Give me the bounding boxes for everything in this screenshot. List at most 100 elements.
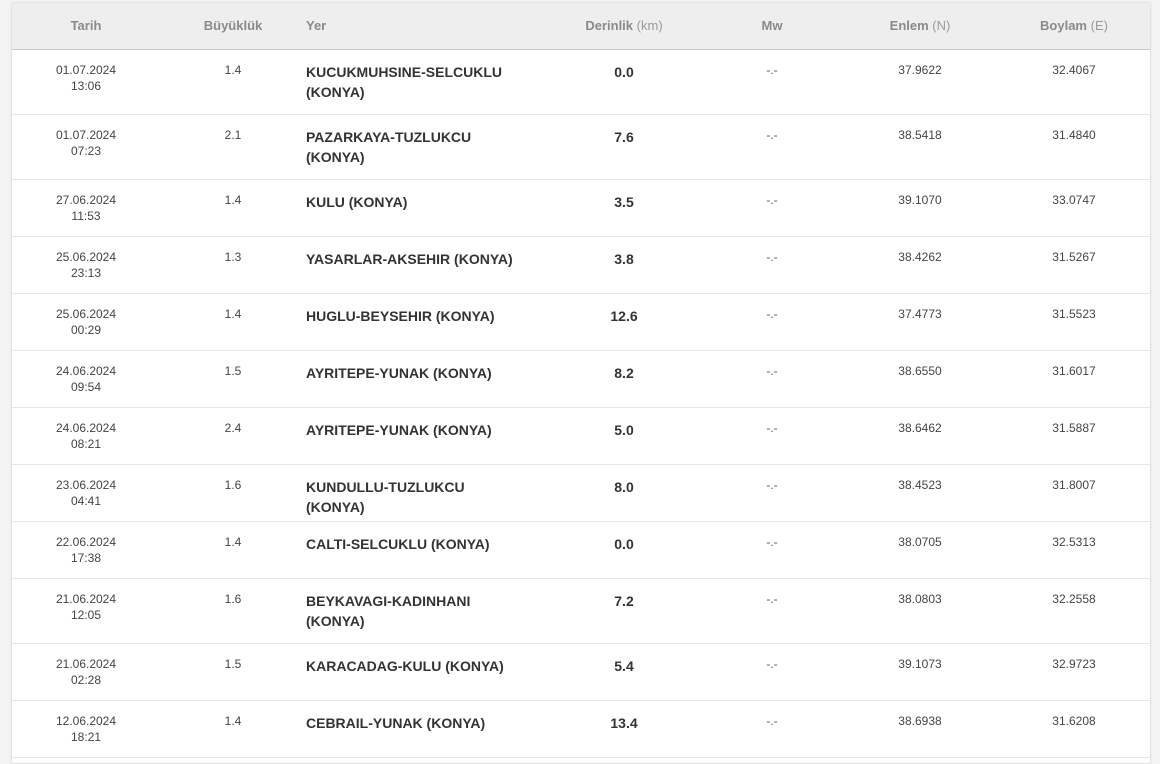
cell-depth: 12.6: [610, 307, 638, 324]
cell-magnitude: 2.4: [224, 420, 242, 435]
column-header-mw[interactable]: Mw: [702, 3, 842, 50]
cell-place: KARACADAG-KULU (KONYA): [306, 657, 504, 674]
cell-depth: 8.2: [614, 364, 634, 381]
cell-date: 24.06.2024 09:54: [55, 363, 117, 394]
cell-date: 21.06.2024 02:28: [55, 656, 117, 687]
cell-lon: 31.8007: [1052, 477, 1096, 492]
cell-place: KUNDULLU-TUZLUKCU (KONYA): [306, 478, 465, 515]
cell-place: PAZARKAYA-TUZLUKCU (KONYA): [306, 128, 472, 165]
column-header-depth[interactable]: Derinlik (km): [546, 3, 702, 50]
cell-place: CEBRAIL-YUNAK (KONYA): [306, 714, 486, 731]
cell-magnitude: 1.6: [224, 591, 242, 606]
column-header-lat[interactable]: Enlem (N): [842, 3, 998, 50]
column-header-lon[interactable]: Boylam (E): [998, 3, 1150, 50]
cell-magnitude: 1.4: [224, 192, 242, 207]
table-row[interactable]: 21.06.2024 12:05 1.6 BEYKAVAGI-KADINHANI …: [12, 578, 1150, 643]
cell-lon: 32.4067: [1052, 62, 1096, 77]
table-body: 01.07.2024 13:06 1.4 KUCUKMUHSINE-SELCUKL…: [12, 49, 1150, 757]
cell-lon: 31.4840: [1052, 127, 1096, 142]
cell-mw: -.-: [766, 713, 778, 728]
table-row[interactable]: 21.06.2024 02:28 1.5 KARACADAG-KULU (KONY…: [12, 643, 1150, 700]
cell-depth: 0.0: [614, 535, 634, 552]
cell-lat: 38.6462: [898, 420, 942, 435]
cell-mw: -.-: [766, 534, 778, 549]
cell-date: 24.06.2024 08:21: [55, 420, 117, 451]
earthquake-table: Tarih Büyüklük Yer Derinlik (km) Mw Enle…: [12, 3, 1150, 758]
cell-date: 12.06.2024 18:21: [55, 713, 117, 744]
table-row[interactable]: 23.06.2024 04:41 1.6 KUNDULLU-TUZLUKCU (K…: [12, 464, 1150, 521]
cell-mw: -.-: [766, 363, 778, 378]
cell-date: 27.06.2024 11:53: [55, 192, 117, 223]
cell-lat: 38.4262: [898, 249, 942, 264]
cell-place: YASARLAR-AKSEHIR (KONYA): [306, 250, 513, 267]
table-row[interactable]: 24.06.2024 09:54 1.5 AYRITEPE-YUNAK (KONY…: [12, 350, 1150, 407]
cell-depth: 8.0: [614, 478, 634, 495]
table-row[interactable]: 27.06.2024 11:53 1.4 KULU (KONYA) 3.5 -.-…: [12, 179, 1150, 236]
cell-lat: 38.0803: [898, 591, 942, 606]
cell-mw: -.-: [766, 420, 778, 435]
cell-mw: -.-: [766, 192, 778, 207]
table-row[interactable]: 01.07.2024 07:23 2.1 PAZARKAYA-TUZLUKCU (…: [12, 114, 1150, 179]
cell-place: KUCUKMUHSINE-SELCUKLU (KONYA): [306, 63, 502, 100]
cell-date: 25.06.2024 23:13: [55, 249, 117, 280]
table-row[interactable]: 25.06.2024 23:13 1.3 YASARLAR-AKSEHIR (KO…: [12, 236, 1150, 293]
cell-mw: -.-: [766, 249, 778, 264]
cell-magnitude: 1.5: [224, 656, 242, 671]
cell-place: BEYKAVAGI-KADINHANI (KONYA): [306, 592, 471, 629]
cell-depth: 13.4: [610, 714, 638, 731]
cell-magnitude: 1.4: [224, 62, 242, 77]
cell-lat: 38.0705: [898, 534, 942, 549]
cell-magnitude: 1.4: [224, 534, 242, 549]
table-row[interactable]: 25.06.2024 00:29 1.4 HUGLU-BEYSEHIR (KONY…: [12, 293, 1150, 350]
cell-lon: 32.2558: [1052, 591, 1096, 606]
cell-depth: 3.5: [614, 193, 634, 210]
cell-depth: 5.0: [614, 421, 634, 438]
cell-mw: -.-: [766, 306, 778, 321]
cell-lat: 39.1070: [898, 192, 942, 207]
cell-lat: 38.6938: [898, 713, 942, 728]
earthquake-table-panel: Tarih Büyüklük Yer Derinlik (km) Mw Enle…: [11, 2, 1151, 764]
cell-lat: 38.5418: [898, 127, 942, 142]
cell-magnitude: 1.5: [224, 363, 242, 378]
cell-depth: 7.6: [614, 128, 634, 145]
cell-lon: 31.5523: [1052, 306, 1096, 321]
column-header-magnitude[interactable]: Büyüklük: [160, 3, 306, 50]
cell-lat: 38.6550: [898, 363, 942, 378]
cell-mw: -.-: [766, 127, 778, 142]
cell-place: AYRITEPE-YUNAK (KONYA): [306, 421, 492, 438]
cell-depth: 0.0: [614, 63, 634, 80]
table-row[interactable]: 12.06.2024 18:21 1.4 CEBRAIL-YUNAK (KONYA…: [12, 700, 1150, 757]
cell-date: 01.07.2024 13:06: [55, 62, 117, 93]
table-row[interactable]: 24.06.2024 08:21 2.4 AYRITEPE-YUNAK (KONY…: [12, 407, 1150, 464]
cell-lon: 31.5267: [1052, 249, 1096, 264]
cell-magnitude: 1.4: [224, 306, 242, 321]
cell-date: 25.06.2024 00:29: [55, 306, 117, 337]
cell-place: HUGLU-BEYSEHIR (KONYA): [306, 307, 495, 324]
cell-mw: -.-: [766, 591, 778, 606]
cell-magnitude: 1.3: [224, 249, 242, 264]
column-header-place[interactable]: Yer: [306, 3, 546, 50]
cell-depth: 5.4: [614, 657, 634, 674]
cell-date: 23.06.2024 04:41: [55, 477, 117, 508]
cell-lon: 32.5313: [1052, 534, 1096, 549]
cell-lon: 31.6208: [1052, 713, 1096, 728]
cell-lat: 39.1073: [898, 656, 942, 671]
cell-lon: 31.6017: [1052, 363, 1096, 378]
cell-mw: -.-: [766, 62, 778, 77]
cell-lon: 33.0747: [1052, 192, 1096, 207]
cell-depth: 7.2: [614, 592, 634, 609]
cell-depth: 3.8: [614, 250, 634, 267]
cell-place: AYRITEPE-YUNAK (KONYA): [306, 364, 492, 381]
table-row[interactable]: 01.07.2024 13:06 1.4 KUCUKMUHSINE-SELCUKL…: [12, 49, 1150, 114]
cell-date: 22.06.2024 17:38: [55, 534, 117, 565]
cell-lon: 32.9723: [1052, 656, 1096, 671]
cell-lon: 31.5887: [1052, 420, 1096, 435]
table-row[interactable]: 22.06.2024 17:38 1.4 CALTI-SELCUKLU (KONY…: [12, 521, 1150, 578]
cell-lat: 37.9622: [898, 62, 942, 77]
cell-mw: -.-: [766, 656, 778, 671]
cell-date: 01.07.2024 07:23: [55, 127, 117, 158]
cell-lat: 37.4773: [898, 306, 942, 321]
column-header-date[interactable]: Tarih: [12, 3, 160, 50]
cell-date: 21.06.2024 12:05: [55, 591, 117, 622]
cell-place: CALTI-SELCUKLU (KONYA): [306, 535, 490, 552]
